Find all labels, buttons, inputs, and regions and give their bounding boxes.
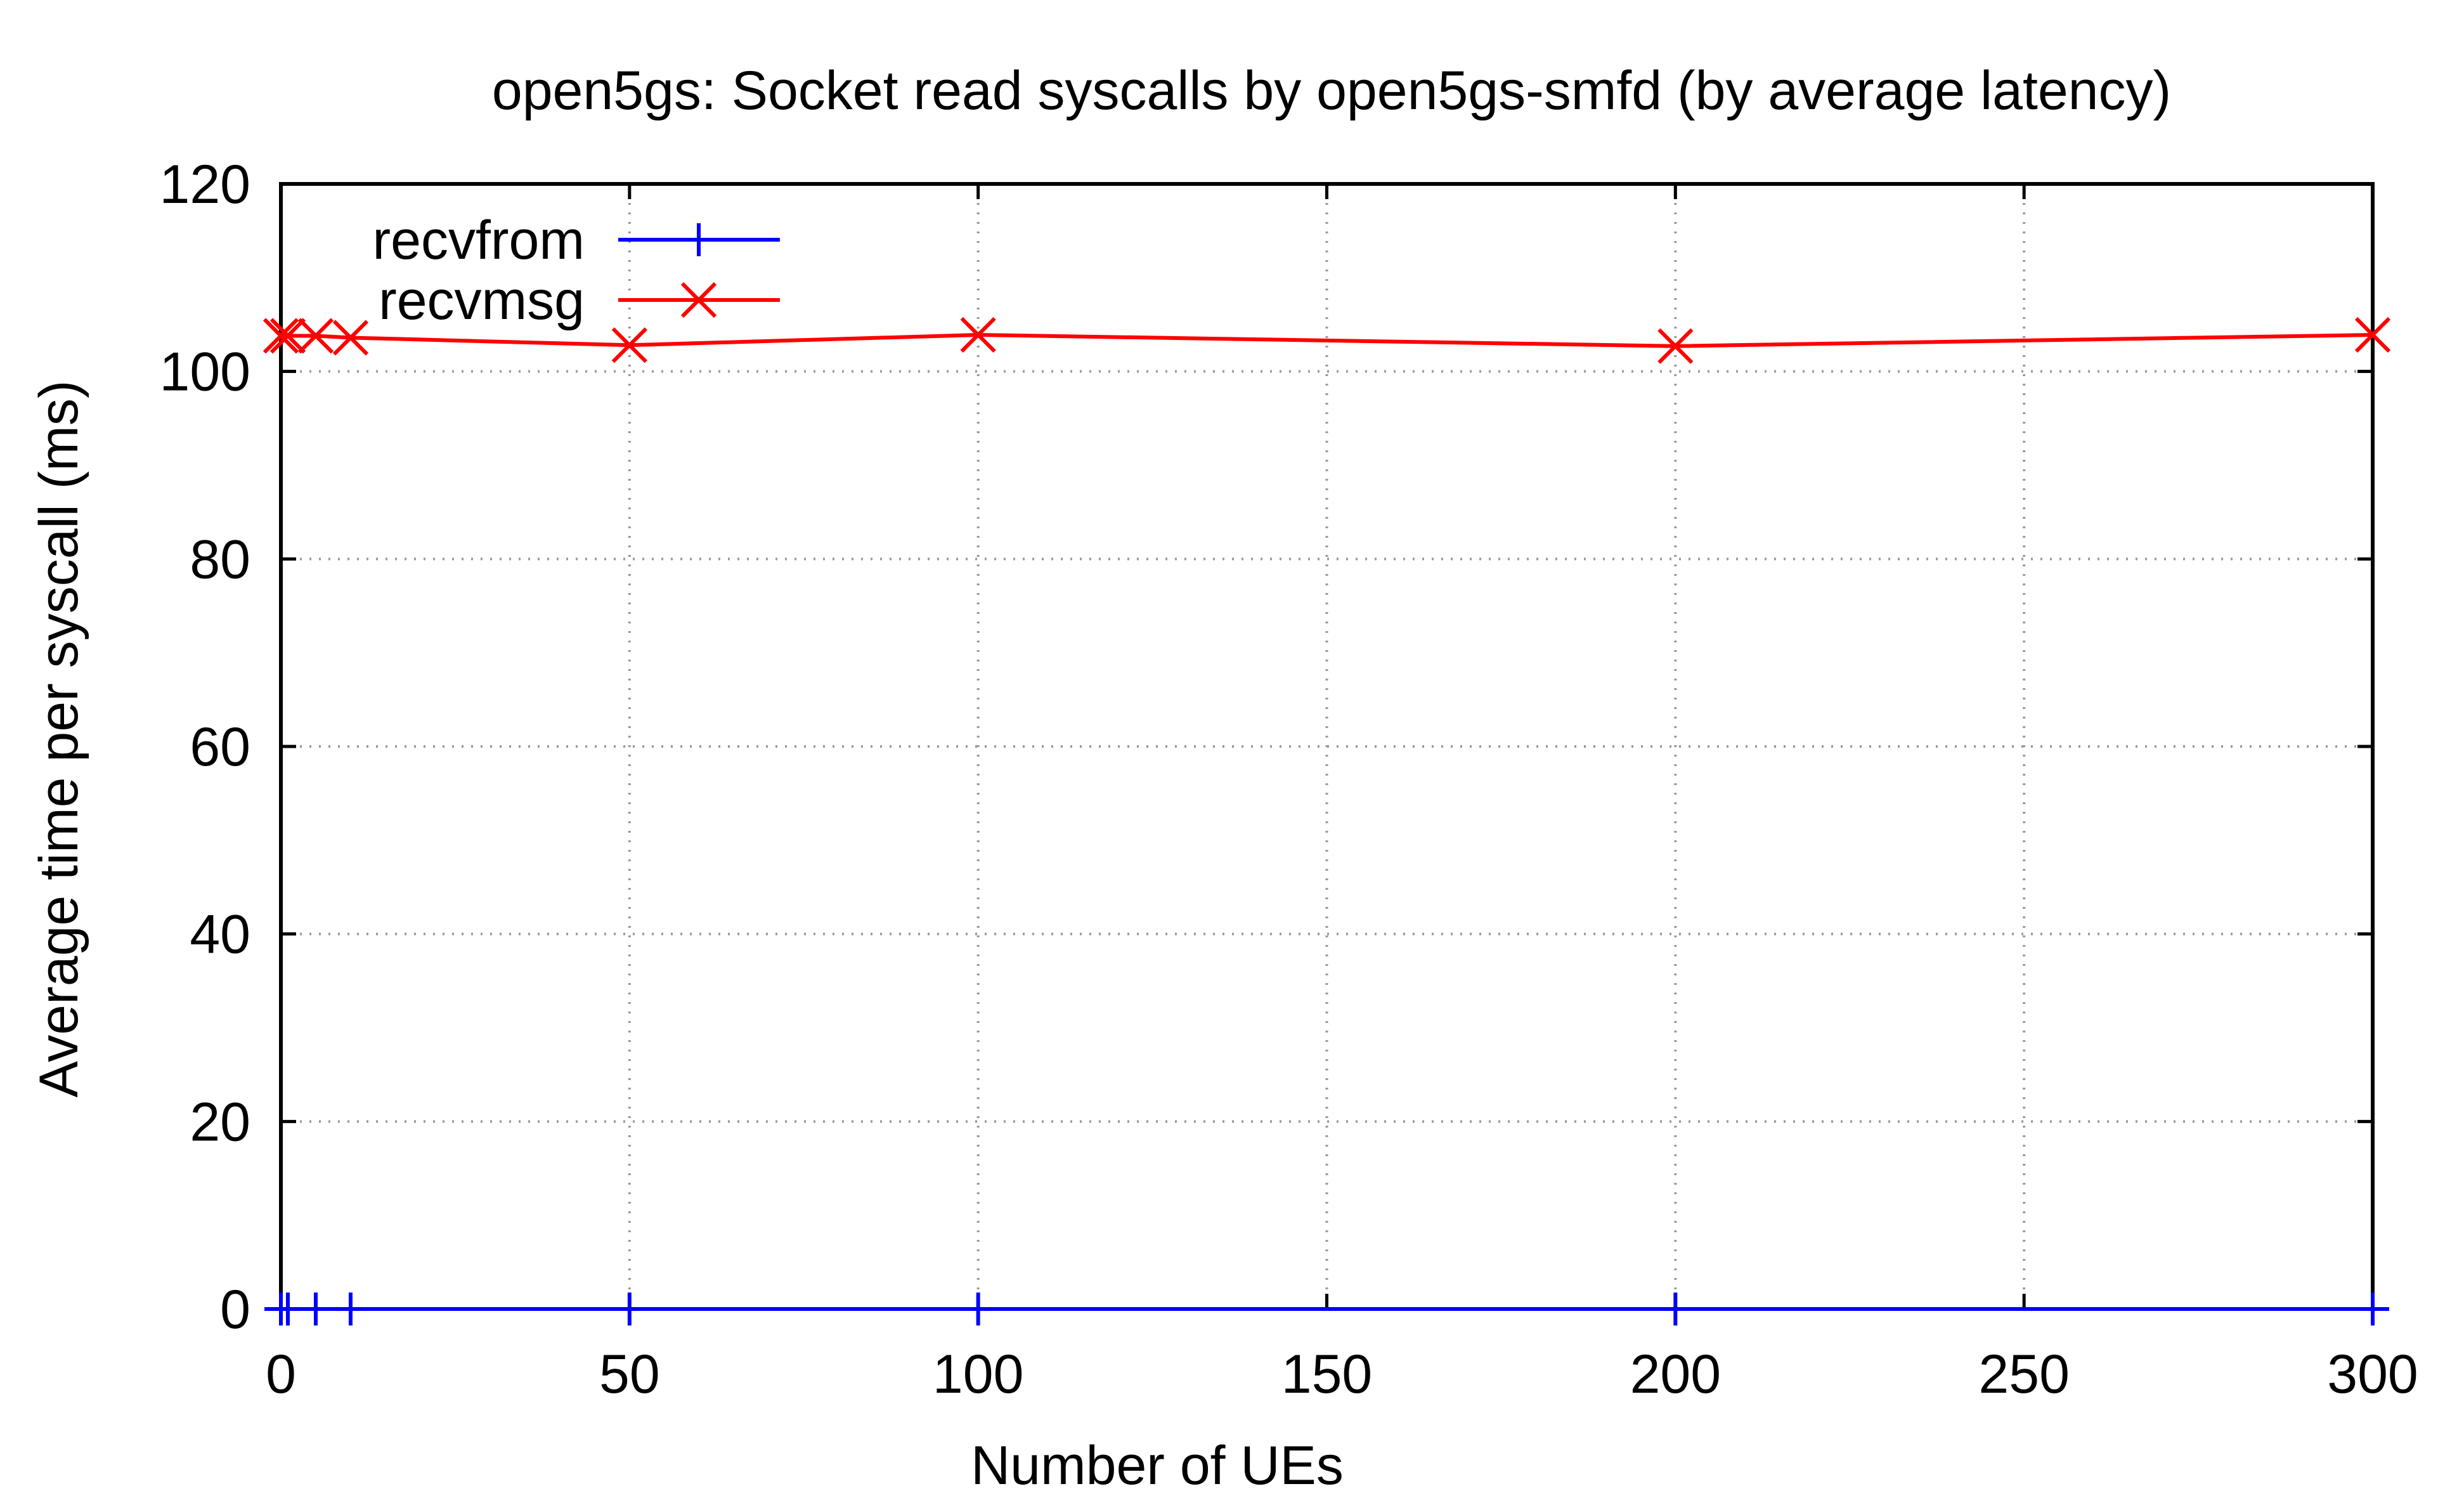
data-point-recvmsg xyxy=(263,318,299,354)
y-tick-label: 0 xyxy=(220,1279,250,1340)
x-tick-label: 100 xyxy=(933,1344,1024,1405)
y-axis-label: Average time per syscall (ms) xyxy=(29,380,89,1097)
y-tick-label: 120 xyxy=(160,154,251,215)
series-line-recvmsg xyxy=(281,333,2373,348)
legend-marker-recvmsg xyxy=(680,282,717,318)
x-tick-label: 200 xyxy=(1630,1344,1722,1405)
x-tick-label: 150 xyxy=(1281,1344,1373,1405)
data-point-recvfrom xyxy=(613,1293,646,1325)
data-point-recvmsg xyxy=(332,320,369,356)
y-tick-label: 100 xyxy=(160,342,251,403)
data-point-recvfrom xyxy=(271,1293,304,1325)
data-point-recvmsg xyxy=(960,316,996,353)
data-point-recvmsg xyxy=(297,318,334,354)
data-point-recvmsg xyxy=(611,327,647,363)
legend-label-recvfrom: recvfrom xyxy=(373,210,585,271)
grid xyxy=(281,184,2373,1309)
plot-area xyxy=(263,316,2391,1325)
data-point-recvmsg xyxy=(269,318,306,354)
data-point-recvfrom xyxy=(961,1293,995,1325)
data-point-recvfrom xyxy=(1659,1293,1692,1325)
x-tick-label: 250 xyxy=(1978,1344,2070,1405)
data-point-recvfrom xyxy=(334,1293,367,1325)
y-tick-label: 40 xyxy=(190,904,250,965)
tick-labels: 0 50 100 150 200 250 300 0 20 40 60 80 100 120 xyxy=(160,154,2418,1405)
data-point-recvfrom xyxy=(299,1293,332,1325)
legend-marker-recvfrom xyxy=(682,223,715,256)
y-tick-label: 20 xyxy=(190,1091,250,1152)
data-point-recvmsg xyxy=(1657,328,1694,364)
legend-label-recvmsg: recvmsg xyxy=(379,270,585,331)
x-tick-label: 50 xyxy=(599,1344,660,1405)
x-tick-label: 0 xyxy=(266,1344,296,1405)
chart-title: open5gs: Socket read syscalls by open5gs… xyxy=(492,60,2171,121)
data-point-recvmsg xyxy=(2354,316,2391,353)
y-tick-label: 80 xyxy=(190,529,250,590)
y-tick-label: 60 xyxy=(190,717,250,778)
x-axis-label: Number of UEs xyxy=(971,1435,1344,1496)
x-tick-label: 300 xyxy=(2327,1344,2418,1405)
data-point-recvfrom xyxy=(2356,1293,2389,1325)
